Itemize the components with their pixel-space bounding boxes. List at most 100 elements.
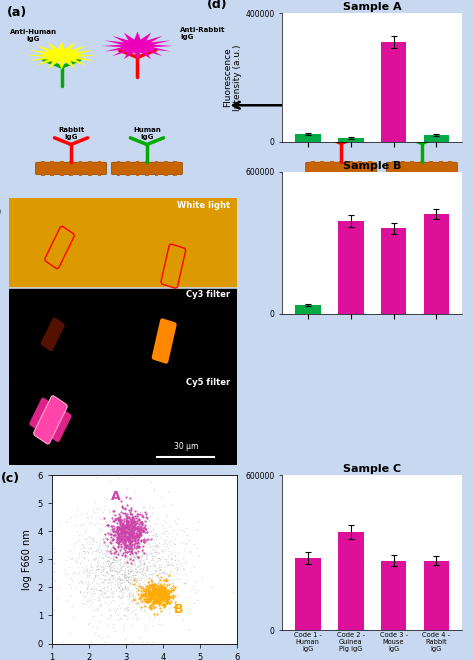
Point bbox=[139, 589, 146, 599]
Point bbox=[142, 517, 150, 527]
Point bbox=[128, 521, 136, 532]
Point bbox=[135, 515, 143, 525]
Point bbox=[114, 530, 122, 541]
Point bbox=[180, 578, 188, 589]
Point bbox=[145, 593, 153, 604]
Point bbox=[139, 526, 147, 537]
Point bbox=[154, 572, 162, 582]
Point bbox=[208, 581, 215, 592]
Point bbox=[104, 533, 111, 544]
Point bbox=[150, 586, 158, 597]
Point bbox=[144, 586, 151, 597]
Point bbox=[140, 522, 147, 533]
Point bbox=[132, 527, 140, 538]
Point bbox=[159, 539, 167, 549]
Bar bbox=[9, 289, 237, 376]
Point bbox=[142, 550, 149, 560]
Point bbox=[157, 582, 165, 593]
Point bbox=[158, 589, 166, 600]
Point bbox=[118, 524, 126, 535]
Point bbox=[108, 558, 116, 568]
Point bbox=[125, 542, 133, 552]
Point bbox=[132, 577, 139, 587]
Point bbox=[123, 535, 130, 546]
Point bbox=[128, 514, 135, 525]
Point bbox=[139, 525, 146, 536]
Point bbox=[113, 513, 120, 523]
Point bbox=[163, 560, 171, 571]
Point bbox=[117, 548, 124, 558]
Point bbox=[150, 602, 157, 612]
Point bbox=[135, 552, 142, 562]
Point bbox=[104, 544, 111, 555]
Point bbox=[118, 550, 126, 560]
Point bbox=[126, 529, 134, 540]
Point bbox=[120, 567, 128, 578]
Point bbox=[142, 537, 149, 547]
Point bbox=[157, 585, 164, 596]
Point bbox=[113, 603, 121, 614]
Point bbox=[65, 562, 73, 572]
Point bbox=[150, 579, 157, 589]
Point bbox=[172, 581, 179, 592]
Point bbox=[129, 512, 137, 522]
Point bbox=[155, 598, 163, 609]
Point bbox=[161, 589, 169, 599]
Bar bbox=[311, 160, 315, 163]
Point bbox=[100, 537, 108, 547]
Point bbox=[85, 593, 93, 603]
Point bbox=[146, 572, 153, 583]
Point bbox=[119, 523, 127, 533]
Point bbox=[141, 562, 148, 573]
Point bbox=[126, 543, 134, 554]
Point bbox=[117, 534, 124, 544]
Point bbox=[145, 535, 153, 545]
Point bbox=[138, 592, 146, 603]
Point bbox=[134, 534, 141, 544]
Point bbox=[124, 518, 131, 529]
Point bbox=[146, 512, 154, 522]
Point bbox=[130, 529, 137, 540]
Text: Cy5 filter: Cy5 filter bbox=[186, 378, 230, 387]
Point bbox=[185, 535, 192, 545]
Point bbox=[130, 539, 138, 550]
Point bbox=[130, 555, 137, 566]
Point bbox=[68, 575, 75, 585]
Point bbox=[155, 597, 163, 607]
Point bbox=[145, 587, 153, 597]
Point bbox=[145, 587, 153, 598]
Point bbox=[128, 591, 136, 602]
Point bbox=[144, 588, 151, 599]
Point bbox=[136, 529, 144, 540]
Point bbox=[58, 637, 66, 647]
Point bbox=[121, 583, 128, 593]
Point bbox=[130, 573, 138, 583]
Point bbox=[114, 572, 121, 583]
Point bbox=[158, 593, 166, 603]
Point bbox=[149, 524, 156, 535]
Point bbox=[163, 595, 171, 606]
Point bbox=[105, 541, 112, 551]
Point bbox=[77, 509, 85, 519]
Point bbox=[66, 579, 73, 589]
Point bbox=[112, 552, 120, 562]
Point bbox=[150, 560, 157, 570]
Point bbox=[145, 529, 153, 540]
Point bbox=[121, 529, 129, 539]
Point bbox=[142, 554, 149, 565]
Point bbox=[140, 535, 147, 546]
Point bbox=[131, 574, 138, 584]
Point bbox=[165, 571, 173, 581]
Point bbox=[137, 572, 145, 582]
Point bbox=[101, 571, 109, 581]
Point bbox=[74, 562, 82, 573]
Point bbox=[146, 576, 154, 586]
Point bbox=[140, 537, 148, 547]
Point bbox=[82, 566, 90, 576]
Point bbox=[140, 559, 147, 570]
Point bbox=[64, 594, 71, 605]
Point bbox=[134, 609, 141, 619]
Point bbox=[112, 534, 120, 544]
Point bbox=[173, 563, 181, 574]
Point bbox=[124, 549, 131, 560]
